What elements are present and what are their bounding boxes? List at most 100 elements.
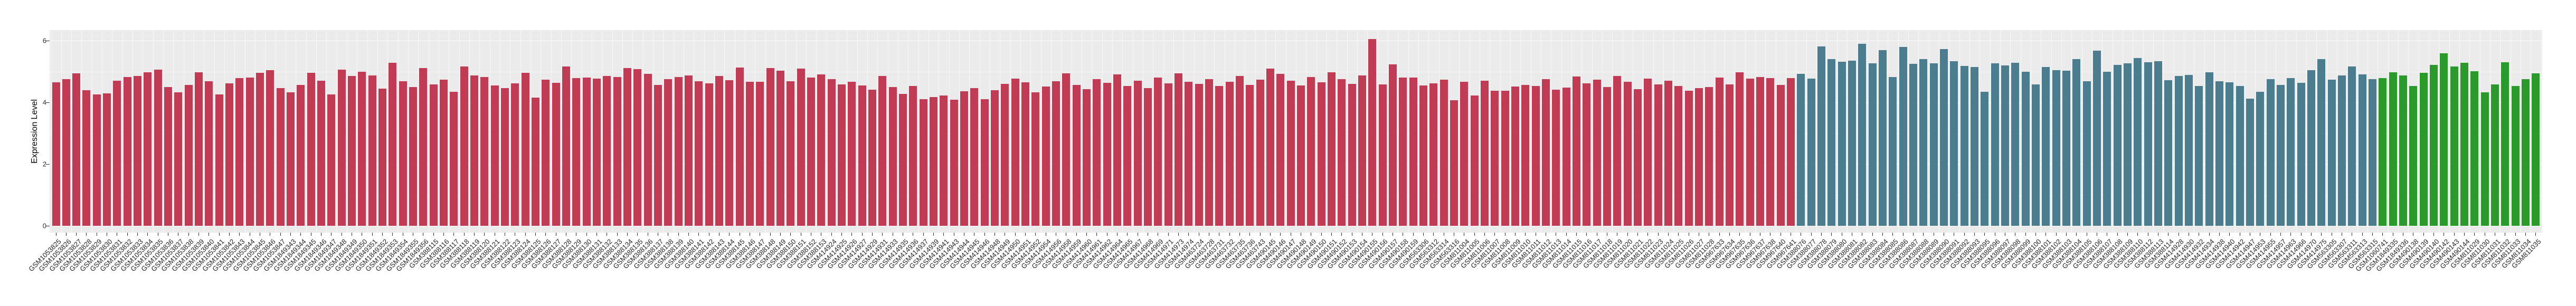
vertical-gridline	[132, 30, 133, 233]
vertical-gridline	[71, 30, 72, 233]
bar	[2225, 82, 2234, 226]
x-tick-mark	[433, 233, 434, 236]
x-tick-mark	[790, 233, 791, 236]
bar	[245, 77, 254, 226]
x-tick-mark	[1974, 233, 1975, 236]
bar	[940, 95, 948, 226]
bar	[674, 77, 683, 226]
vertical-gridline	[1510, 30, 1511, 233]
vertical-gridline	[387, 30, 389, 233]
bar	[1644, 79, 1652, 226]
bar	[337, 69, 346, 226]
vertical-gridline	[561, 30, 562, 233]
bar	[1766, 78, 1775, 226]
x-tick-mark	[1188, 233, 1189, 236]
bar	[797, 68, 805, 226]
vertical-gridline	[2398, 30, 2399, 233]
vertical-gridline	[1357, 30, 1358, 233]
bar	[1868, 63, 1877, 226]
x-tick-mark	[290, 233, 291, 236]
vertical-gridline	[1173, 30, 1174, 233]
bar	[215, 94, 223, 226]
bar	[1879, 50, 1887, 226]
vertical-gridline	[714, 30, 715, 233]
bar	[2032, 84, 2040, 226]
bar	[695, 81, 703, 226]
vertical-gridline	[2306, 30, 2307, 233]
vertical-gridline	[122, 30, 123, 233]
y-tick-mark	[46, 164, 50, 165]
bar	[1960, 66, 1968, 226]
vertical-gridline	[918, 30, 919, 233]
vertical-gridline	[316, 30, 317, 233]
x-tick-mark	[2066, 233, 2067, 236]
x-tick-mark	[1025, 233, 1026, 236]
bar	[52, 82, 60, 226]
bar	[868, 89, 877, 226]
bar	[1338, 79, 1346, 226]
bar	[2246, 99, 2255, 226]
x-tick-mark	[1229, 233, 1230, 236]
bar	[297, 84, 305, 226]
bar	[2052, 70, 2060, 226]
vertical-gridline	[2255, 30, 2256, 233]
x-tick-mark	[300, 233, 301, 236]
vertical-gridline	[2214, 30, 2215, 233]
bar	[950, 100, 958, 226]
bar	[919, 99, 927, 226]
vertical-gridline	[959, 30, 960, 233]
bar	[2480, 92, 2489, 226]
x-tick-mark	[1984, 233, 1985, 236]
vertical-gridline	[724, 30, 725, 233]
bar	[368, 75, 376, 226]
bar	[1378, 84, 1387, 226]
bar	[1481, 80, 1489, 226]
bar	[970, 88, 979, 226]
vertical-gridline	[2061, 30, 2062, 233]
bar	[2317, 59, 2326, 226]
vertical-gridline	[1428, 30, 1429, 233]
vertical-gridline	[775, 30, 776, 233]
x-tick-mark	[2433, 233, 2435, 236]
vertical-gridline	[2316, 30, 2317, 233]
x-tick-mark	[1280, 233, 1281, 236]
vertical-gridline	[1500, 30, 1501, 233]
vertical-gridline	[377, 30, 378, 233]
bar	[1225, 81, 1234, 226]
bar	[2174, 75, 2183, 226]
x-tick-mark	[923, 233, 924, 236]
x-tick-mark	[1678, 233, 1679, 236]
bar	[287, 92, 295, 226]
x-tick-mark	[861, 233, 863, 236]
x-tick-mark	[484, 233, 485, 236]
x-tick-mark	[463, 233, 465, 236]
x-tick-mark	[2229, 233, 2230, 236]
x-tick-mark	[1515, 233, 1516, 236]
bar	[1889, 77, 1897, 226]
vertical-gridline	[459, 30, 460, 233]
vertical-gridline	[1347, 30, 1348, 233]
bar	[1429, 83, 1438, 226]
x-tick-mark	[2454, 233, 2455, 236]
vertical-gridline	[265, 30, 266, 233]
bar	[490, 85, 499, 226]
bar	[2001, 65, 2010, 226]
bar	[429, 84, 438, 226]
bar	[888, 87, 897, 226]
bar	[2297, 83, 2305, 226]
bar	[1521, 84, 1530, 226]
x-tick-mark	[831, 233, 832, 236]
x-tick-mark	[1525, 233, 1526, 236]
bar	[2470, 71, 2479, 226]
bar	[2348, 66, 2356, 226]
x-tick-mark	[1729, 233, 1730, 236]
vertical-gridline	[214, 30, 215, 233]
bar	[1593, 80, 1601, 226]
vertical-gridline	[551, 30, 552, 233]
vertical-gridline	[612, 30, 613, 233]
bar	[419, 68, 428, 226]
vertical-gridline	[163, 30, 164, 233]
vertical-gridline	[173, 30, 174, 233]
vertical-gridline	[1806, 30, 1807, 233]
bar	[2266, 79, 2275, 226]
